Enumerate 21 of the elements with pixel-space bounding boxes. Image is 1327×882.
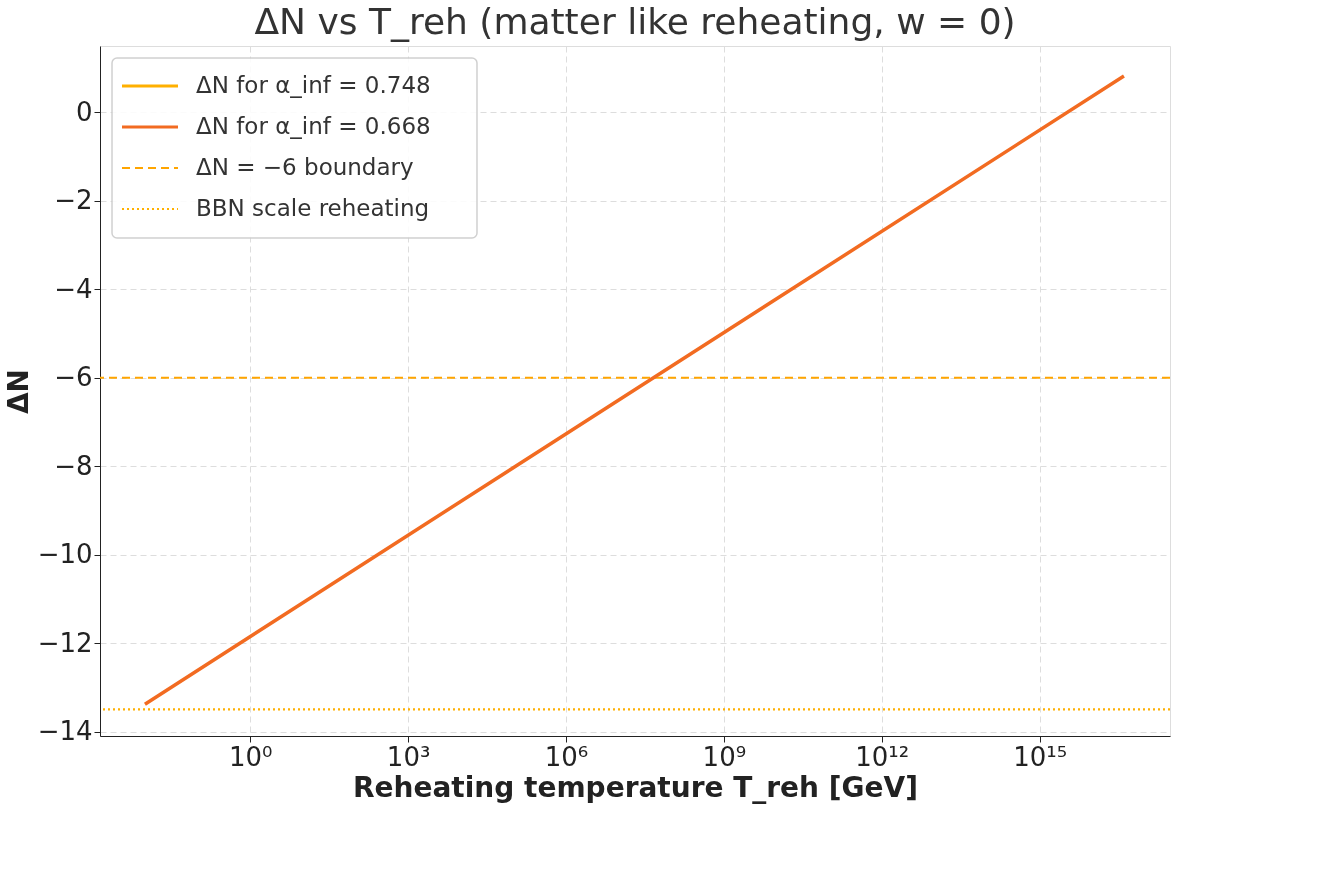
y-tick-label: −6 bbox=[54, 362, 93, 393]
x-tick-label: 10⁹ bbox=[702, 741, 747, 772]
y-tick-label: −10 bbox=[37, 539, 93, 570]
legend-label: ΔN for α_inf = 0.748 bbox=[196, 72, 431, 98]
x-tick-label: 10⁶ bbox=[544, 741, 589, 772]
x-tick-label: 10¹² bbox=[855, 741, 910, 772]
chart-title: ΔN vs T_reh (matter like reheating, w = 0) bbox=[254, 1, 1016, 42]
y-tick-label: 0 bbox=[75, 96, 93, 127]
legend-label: ΔN for α_inf = 0.668 bbox=[196, 113, 431, 139]
x-tick-label: 10¹⁵ bbox=[1013, 741, 1068, 772]
y-tick-label: −4 bbox=[54, 273, 93, 304]
y-axis-title: ΔN bbox=[1, 368, 35, 415]
y-tick-label: −8 bbox=[54, 450, 93, 481]
x-tick-label: 10⁰ bbox=[228, 741, 273, 772]
y-tick-label: −2 bbox=[54, 185, 93, 216]
x-axis-title: Reheating temperature T_reh [GeV] bbox=[352, 770, 919, 804]
legend-label: ΔN = −6 boundary bbox=[196, 154, 414, 180]
y-tick-label: −12 bbox=[37, 627, 93, 658]
x-tick-label: 10³ bbox=[386, 741, 431, 772]
legend-label: BBN scale reheating bbox=[196, 195, 430, 221]
y-tick-label: −14 bbox=[37, 716, 93, 747]
